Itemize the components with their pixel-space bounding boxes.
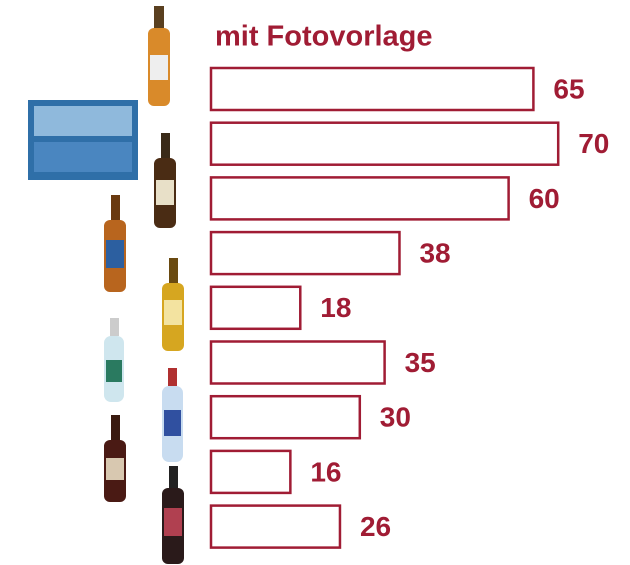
value-label: 38 — [419, 237, 450, 268]
value-label: 70 — [578, 128, 609, 159]
bar — [211, 232, 399, 274]
bottle-image — [162, 258, 184, 351]
bar — [211, 451, 290, 493]
bottle-image — [154, 133, 176, 228]
crate-image — [34, 106, 132, 136]
bar — [211, 342, 385, 384]
value-label: 18 — [320, 292, 351, 323]
bar — [211, 177, 509, 219]
bottle-image — [148, 6, 170, 106]
bar — [211, 123, 558, 165]
chart: mit Fotovorlage 65 70 60 38 18 35 30 16 26 — [0, 0, 630, 565]
product-images — [28, 6, 184, 564]
value-label: 65 — [553, 73, 584, 104]
bar — [211, 506, 340, 548]
bottle-image — [162, 368, 183, 462]
value-label: 26 — [360, 511, 391, 542]
value-label: 35 — [405, 347, 436, 378]
bottle-image — [104, 318, 124, 402]
value-label: 60 — [529, 183, 560, 214]
value-label: 16 — [310, 456, 341, 487]
bottle-image — [162, 466, 184, 564]
bottle-image — [104, 195, 126, 292]
bar — [211, 287, 300, 329]
bar — [211, 396, 360, 438]
chart-title: mit Fotovorlage — [215, 21, 433, 53]
bar — [211, 68, 533, 110]
crate-image — [34, 142, 132, 172]
bottle-image — [104, 415, 126, 502]
value-label: 30 — [380, 402, 411, 433]
